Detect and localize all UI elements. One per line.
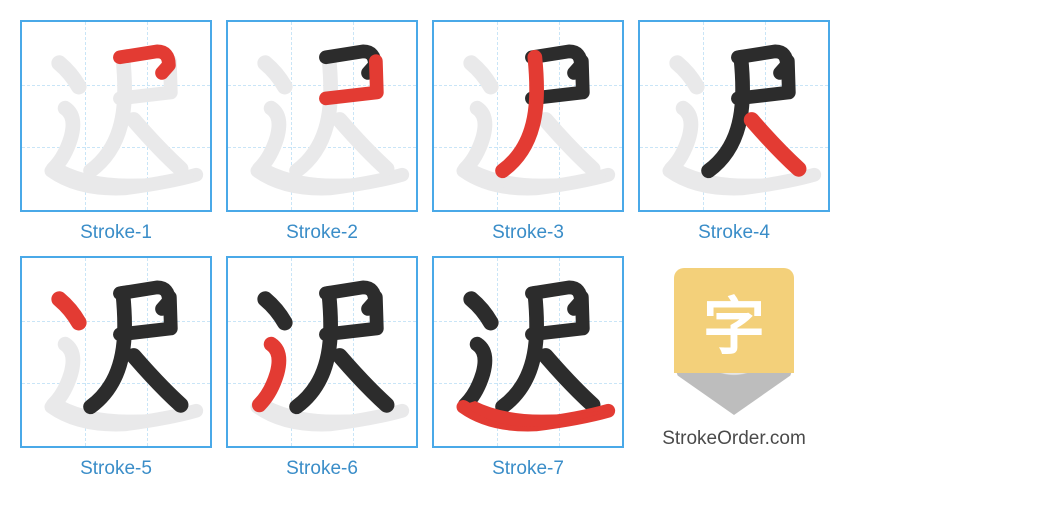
stroke-box-4 — [638, 20, 830, 212]
stroke-box-6 — [226, 256, 418, 448]
stroke-box-7 — [432, 256, 624, 448]
stroke-box-2 — [226, 20, 418, 212]
stroke-cell-5: Stroke-5 — [20, 256, 212, 480]
stroke-label-1: Stroke-1 — [80, 222, 152, 244]
stroke-cell-4: Stroke-4 — [638, 20, 830, 244]
stroke-box-1 — [20, 20, 212, 212]
zi-glyph: 字 — [703, 276, 765, 366]
stroke-label-7: Stroke-7 — [492, 458, 564, 480]
zi-pencil-icon: 字 — [674, 268, 794, 418]
stroke-label-4: Stroke-4 — [698, 222, 770, 244]
stroke-cell-3: Stroke-3 — [432, 20, 624, 244]
stroke-label-5: Stroke-5 — [80, 458, 152, 480]
stroke-label-6: Stroke-6 — [286, 458, 358, 480]
watermark-text: StrokeOrder.com — [662, 428, 806, 450]
stroke-cell-6: Stroke-6 — [226, 256, 418, 480]
stroke-cell-2: Stroke-2 — [226, 20, 418, 244]
stroke-order-grid: Stroke-1 Stroke-2 Stroke-3 Stroke-4 Stroke-5… — [20, 20, 1030, 480]
stroke-cell-7: Stroke-7 — [432, 256, 624, 480]
stroke-box-3 — [432, 20, 624, 212]
stroke-label-2: Stroke-2 — [286, 222, 358, 244]
site-logo-cell: 字 StrokeOrder.com — [638, 256, 830, 480]
stroke-cell-1: Stroke-1 — [20, 20, 212, 244]
stroke-label-3: Stroke-3 — [492, 222, 564, 244]
stroke-box-5 — [20, 256, 212, 448]
